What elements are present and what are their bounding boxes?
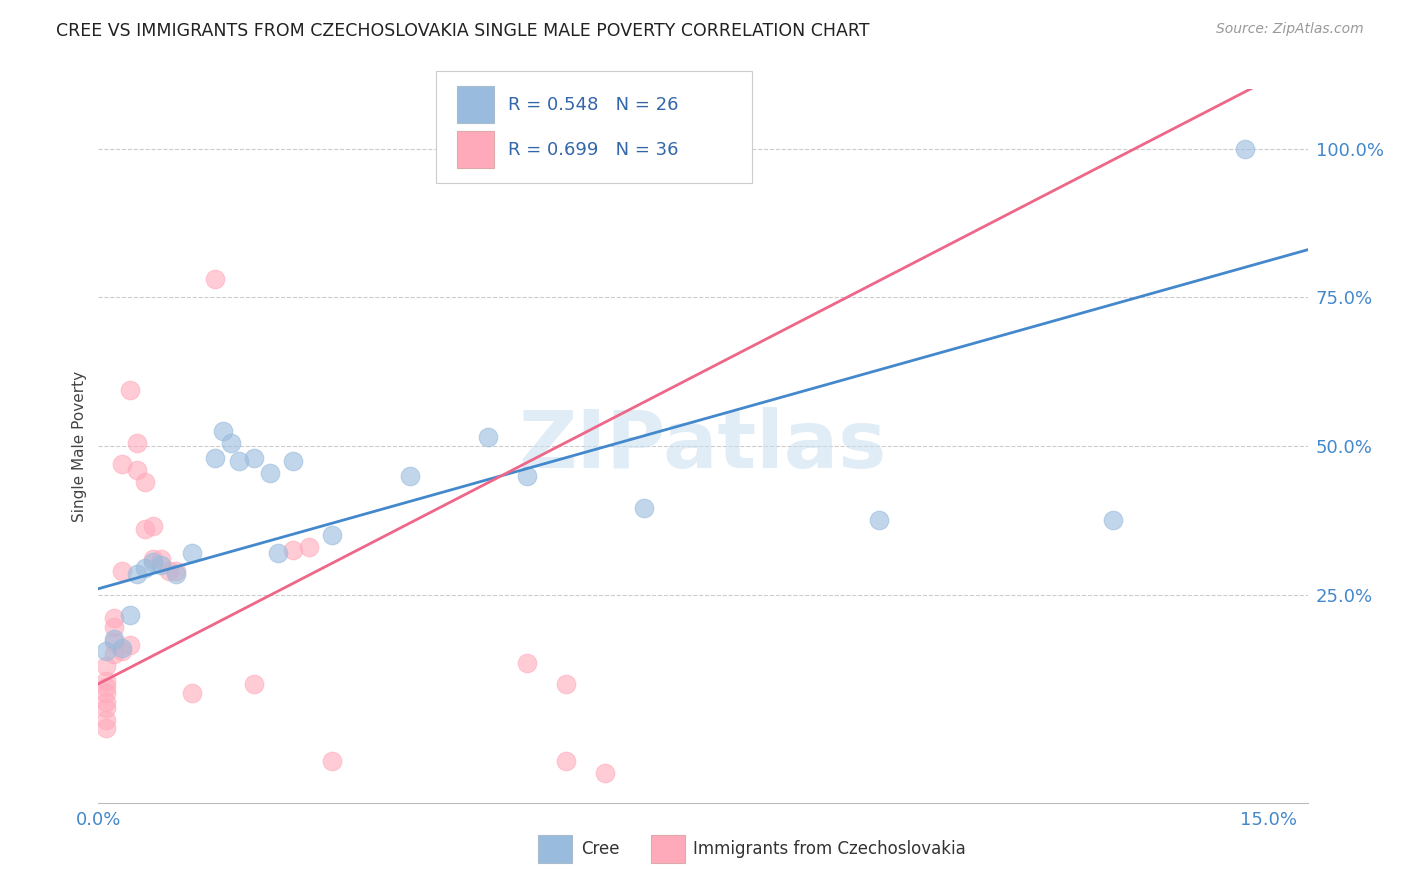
Point (127, 436, 149, 450)
Point (118, 608, 141, 623)
Point (555, 677, 578, 691)
Text: R = 0.548   N = 26: R = 0.548 N = 26 (508, 95, 678, 113)
Y-axis label: Single Male Poverty: Single Male Poverty (72, 370, 87, 522)
Point (142, 555, 165, 569)
Point (228, 454, 250, 468)
Point (96, 686, 118, 700)
Point (267, 546, 290, 560)
Point (149, 552, 172, 566)
Point (96, 695, 118, 709)
Point (204, 450, 226, 465)
Point (111, 641, 134, 656)
Point (111, 564, 134, 578)
Point (118, 638, 141, 652)
Point (96, 644, 118, 658)
Text: Source: ZipAtlas.com: Source: ZipAtlas.com (1216, 22, 1364, 37)
Point (868, 513, 890, 527)
Point (96, 659, 118, 673)
Point (103, 620, 125, 634)
Point (181, 546, 204, 560)
Text: CREE VS IMMIGRANTS FROM CZECHOSLOVAKIA SINGLE MALE POVERTY CORRELATION CHART: CREE VS IMMIGRANTS FROM CZECHOSLOVAKIA S… (56, 22, 870, 40)
Point (103, 611, 125, 625)
Point (142, 552, 165, 566)
Point (321, 528, 343, 542)
Text: ZIPatlas: ZIPatlas (519, 407, 887, 485)
Point (516, 468, 538, 483)
Point (103, 635, 125, 649)
Point (149, 558, 172, 572)
Point (118, 383, 141, 397)
Point (134, 475, 156, 489)
Point (212, 424, 235, 438)
Point (111, 644, 134, 658)
Point (103, 647, 125, 661)
Point (96, 700, 118, 714)
Point (157, 564, 180, 578)
Point (1234, 142, 1257, 156)
Point (204, 272, 226, 286)
Point (595, 766, 617, 780)
Point (321, 754, 343, 768)
Point (96, 722, 118, 736)
Point (96, 680, 118, 694)
Point (165, 566, 187, 581)
Point (134, 522, 156, 536)
Text: R = 0.699   N = 36: R = 0.699 N = 36 (508, 141, 678, 159)
Point (103, 632, 125, 647)
Point (96, 673, 118, 688)
Point (127, 566, 149, 581)
Point (134, 561, 156, 575)
Point (219, 436, 242, 450)
Point (259, 466, 281, 480)
Point (1101, 513, 1123, 527)
Point (399, 468, 422, 483)
Point (298, 540, 321, 554)
Point (283, 543, 305, 558)
Point (243, 677, 266, 691)
Text: Immigrants from Czechoslovakia: Immigrants from Czechoslovakia (693, 840, 966, 858)
Point (111, 457, 134, 471)
Point (142, 519, 165, 533)
Point (243, 450, 266, 465)
Point (555, 754, 578, 768)
Point (283, 454, 305, 468)
Text: Cree: Cree (581, 840, 619, 858)
Point (633, 501, 655, 516)
Point (181, 686, 204, 700)
Point (127, 463, 149, 477)
Point (477, 430, 499, 444)
Point (96, 713, 118, 727)
Point (516, 656, 538, 670)
Point (165, 564, 187, 578)
